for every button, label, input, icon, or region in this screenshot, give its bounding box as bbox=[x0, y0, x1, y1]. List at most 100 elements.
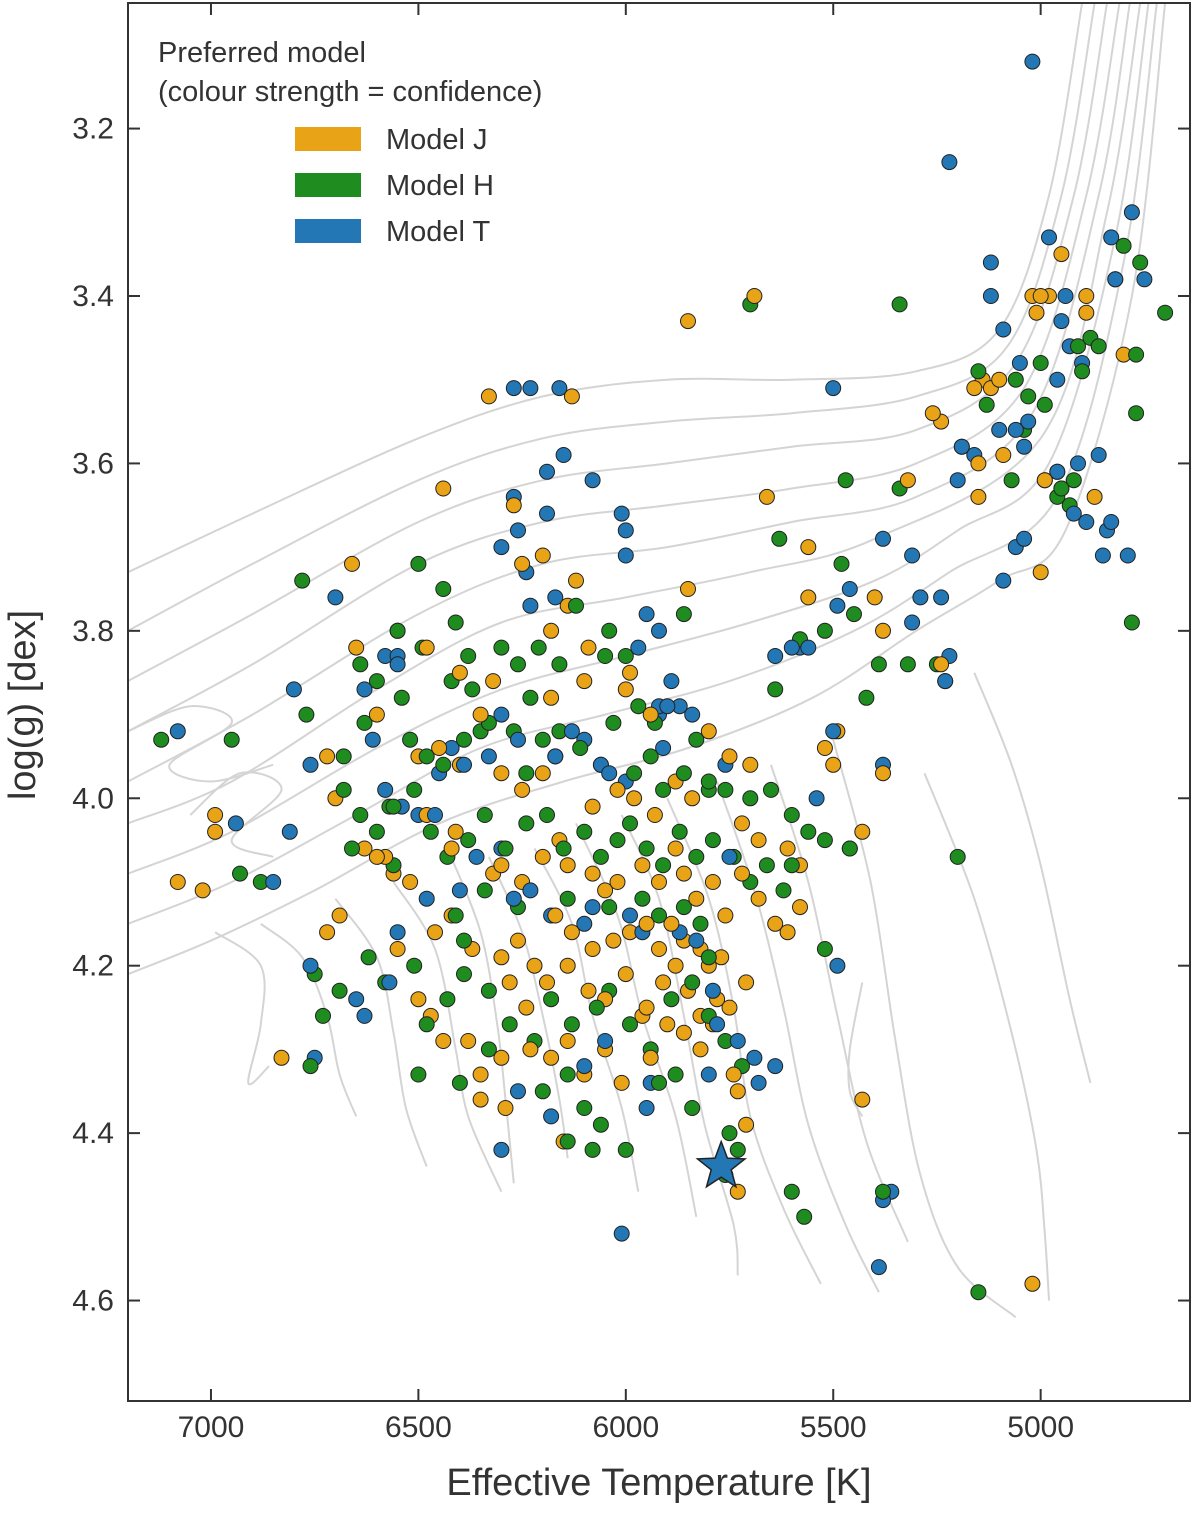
data-point-model-j bbox=[605, 932, 622, 949]
data-point-model-t bbox=[912, 589, 929, 606]
data-point-model-j bbox=[563, 388, 580, 405]
data-point-model-j bbox=[493, 765, 510, 782]
isochrone-line bbox=[446, 848, 515, 1184]
data-point-model-t bbox=[543, 1108, 560, 1125]
data-point-model-h bbox=[1053, 480, 1070, 497]
data-point-model-t bbox=[1016, 438, 1033, 455]
highlight-star-marker bbox=[695, 1139, 748, 1189]
data-point-model-t bbox=[505, 890, 522, 907]
isochrone-line bbox=[127, 2, 1084, 574]
data-point-model-h bbox=[800, 823, 817, 840]
data-point-model-h bbox=[1128, 346, 1145, 363]
data-point-model-t bbox=[418, 890, 435, 907]
data-point-model-h bbox=[1128, 405, 1145, 422]
data-point-model-j bbox=[547, 907, 564, 924]
data-point-model-h bbox=[634, 890, 651, 907]
data-point-model-h bbox=[771, 530, 788, 547]
data-point-model-t bbox=[356, 681, 373, 698]
data-point-model-t bbox=[829, 597, 846, 614]
data-point-model-j bbox=[734, 815, 750, 832]
data-point-model-h bbox=[568, 597, 584, 614]
data-point-model-h bbox=[688, 848, 705, 865]
isochrone-line bbox=[392, 881, 503, 1193]
data-point-model-t bbox=[750, 1074, 767, 1091]
data-point-model-h bbox=[352, 656, 369, 673]
data-point-model-t bbox=[933, 589, 950, 606]
isochrone-line bbox=[127, 2, 1096, 632]
legend-swatch-model-t bbox=[295, 219, 361, 243]
data-point-model-t bbox=[381, 974, 398, 991]
data-point-model-h bbox=[576, 823, 593, 840]
data-point-model-h bbox=[1074, 363, 1091, 380]
data-point-model-t bbox=[1057, 288, 1074, 304]
data-point-model-h bbox=[588, 999, 605, 1016]
data-point-model-j bbox=[348, 639, 365, 656]
data-point-model-h bbox=[493, 639, 510, 656]
legend-swatch-model-h bbox=[295, 173, 361, 197]
y-tick-label: 3.4 bbox=[72, 280, 114, 313]
scatter-points bbox=[153, 53, 1174, 1301]
data-point-model-h bbox=[622, 1016, 638, 1033]
isochrone-line bbox=[127, 2, 1108, 682]
data-point-model-t bbox=[584, 899, 601, 916]
isochrone-line bbox=[214, 931, 270, 1086]
data-point-model-t bbox=[1053, 313, 1070, 330]
data-point-model-j bbox=[169, 874, 186, 890]
data-point-model-t bbox=[655, 740, 672, 756]
isochrone-line bbox=[533, 848, 640, 1192]
isochrone-line bbox=[334, 898, 428, 1167]
data-point-model-h bbox=[622, 815, 638, 832]
data-point-model-t bbox=[638, 606, 655, 623]
data-point-model-h bbox=[675, 899, 692, 916]
data-point-model-j bbox=[966, 380, 983, 397]
data-point-model-h bbox=[841, 840, 858, 857]
data-point-model-j bbox=[319, 924, 336, 941]
isochrone-line bbox=[127, 2, 1131, 783]
data-point-model-h bbox=[601, 622, 618, 639]
data-point-model-t bbox=[539, 505, 555, 522]
data-point-model-h bbox=[385, 798, 402, 815]
data-point-model-h bbox=[439, 991, 456, 1008]
y-axis-label: log(g) [dex] bbox=[2, 610, 44, 800]
data-point-model-h bbox=[393, 689, 410, 706]
legend-title-line-1: Preferred model bbox=[158, 37, 366, 69]
data-point-model-j bbox=[617, 681, 634, 698]
x-tick-label: 7000 bbox=[178, 1411, 245, 1444]
data-point-model-h bbox=[758, 857, 775, 874]
data-point-model-t bbox=[825, 380, 842, 397]
data-point-model-h bbox=[978, 396, 995, 413]
data-point-model-j bbox=[410, 991, 427, 1008]
data-point-model-h bbox=[667, 1066, 684, 1083]
data-point-model-t bbox=[468, 848, 485, 865]
data-point-model-j bbox=[1086, 488, 1103, 505]
data-point-model-h bbox=[1036, 396, 1053, 413]
data-point-model-t bbox=[1119, 547, 1136, 564]
data-point-model-j bbox=[651, 941, 667, 957]
data-point-model-h bbox=[655, 781, 672, 798]
data-point-model-t bbox=[348, 991, 365, 1008]
data-point-model-h bbox=[663, 991, 680, 1008]
data-point-model-j bbox=[510, 932, 526, 949]
data-point-model-j bbox=[543, 689, 560, 706]
data-point-model-j bbox=[680, 581, 696, 597]
data-point-model-h bbox=[551, 656, 568, 673]
data-point-model-j bbox=[667, 957, 684, 974]
data-point-model-t bbox=[522, 597, 539, 614]
data-point-model-j bbox=[559, 957, 576, 974]
data-point-model-j bbox=[543, 622, 560, 639]
data-point-model-h bbox=[344, 840, 360, 857]
data-point-model-h bbox=[497, 840, 514, 857]
data-point-model-j bbox=[493, 949, 510, 966]
data-point-model-j bbox=[792, 899, 808, 916]
data-point-model-h bbox=[651, 1074, 667, 1091]
isochrone-line bbox=[127, 705, 274, 783]
isochrone-line bbox=[770, 764, 909, 1243]
data-point-model-j bbox=[497, 1100, 514, 1116]
data-point-model-j bbox=[659, 1016, 676, 1033]
data-point-model-h bbox=[970, 1284, 987, 1301]
data-point-model-h bbox=[651, 907, 667, 924]
isochrone-lines bbox=[127, 2, 1167, 1319]
data-point-model-j bbox=[389, 941, 406, 957]
data-point-model-t bbox=[825, 723, 842, 740]
data-point-model-h bbox=[451, 1074, 468, 1091]
